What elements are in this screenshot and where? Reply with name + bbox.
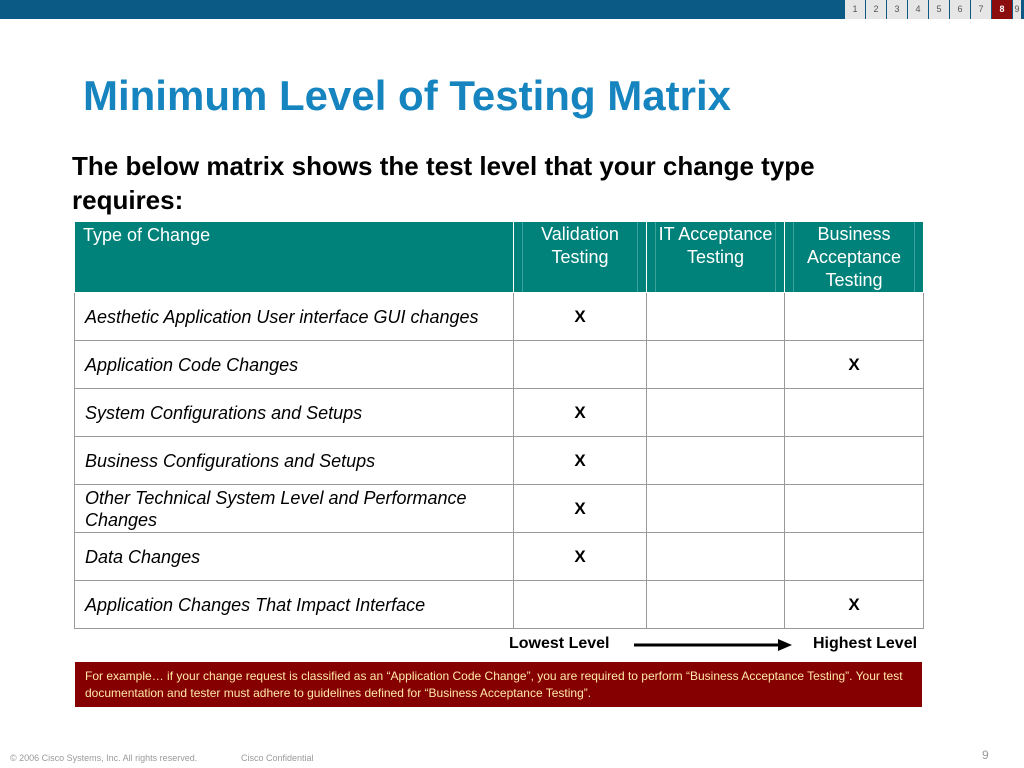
change-type-label: System Configurations and Setups bbox=[74, 388, 514, 437]
example-note-text: For example… if your change request is c… bbox=[85, 669, 903, 700]
header-label: Validation Testing bbox=[541, 224, 619, 267]
business-acceptance-cell bbox=[784, 436, 924, 485]
pager-item-6[interactable]: 6 bbox=[950, 0, 970, 19]
highest-level-label: Highest Level bbox=[813, 635, 918, 652]
table-row: Data Changes X bbox=[74, 532, 924, 581]
top-banner bbox=[0, 0, 1024, 19]
table-row: Business Configurations and Setups X bbox=[74, 436, 924, 485]
pager-item-8-active[interactable]: 8 bbox=[992, 0, 1012, 19]
header-label: Business Acceptance Testing bbox=[806, 224, 902, 290]
pager-item-5[interactable]: 5 bbox=[929, 0, 949, 19]
change-type-label: Other Technical System Level and Perform… bbox=[74, 484, 514, 533]
it-acceptance-cell bbox=[646, 532, 785, 581]
header-it-acceptance-testing: IT Acceptance Testing bbox=[646, 221, 785, 293]
intro-text: The below matrix shows the test level th… bbox=[72, 151, 815, 215]
business-acceptance-cell: X bbox=[784, 580, 924, 629]
validation-testing-cell bbox=[513, 580, 647, 629]
change-type-label: Business Configurations and Setups bbox=[74, 436, 514, 485]
pager-item-4[interactable]: 4 bbox=[908, 0, 928, 19]
page-number: 9 bbox=[982, 748, 989, 762]
footer-confidential: Cisco Confidential bbox=[241, 753, 314, 763]
header-label: IT Acceptance Testing bbox=[658, 224, 773, 267]
pager-item-9[interactable]: 9 bbox=[1013, 0, 1021, 19]
it-acceptance-cell bbox=[646, 436, 785, 485]
validation-testing-cell: X bbox=[513, 436, 647, 485]
pager-item-1[interactable]: 1 bbox=[845, 0, 865, 19]
change-type-label: Aesthetic Application User interface GUI… bbox=[74, 292, 514, 341]
it-acceptance-cell bbox=[646, 292, 785, 341]
header-type-of-change: Type of Change bbox=[74, 221, 514, 293]
lowest-level-label: Lowest Level bbox=[509, 635, 610, 652]
slide-pager: 1 2 3 4 5 6 7 8 9 bbox=[845, 0, 1021, 19]
it-acceptance-cell bbox=[646, 340, 785, 389]
table-row: Aesthetic Application User interface GUI… bbox=[74, 292, 924, 341]
table-row: Other Technical System Level and Perform… bbox=[74, 484, 924, 533]
pager-item-3[interactable]: 3 bbox=[887, 0, 907, 19]
business-acceptance-cell bbox=[784, 292, 924, 341]
validation-testing-cell: X bbox=[513, 292, 647, 341]
table-row: Application Code Changes X bbox=[74, 340, 924, 389]
validation-testing-cell: X bbox=[513, 532, 647, 581]
testing-matrix-table: Type of Change Validation Testing IT Acc… bbox=[74, 221, 924, 629]
example-note-box: For example… if your change request is c… bbox=[75, 662, 922, 707]
table-row: Application Changes That Impact Interfac… bbox=[74, 580, 924, 629]
it-acceptance-cell bbox=[646, 580, 785, 629]
level-arrow-icon bbox=[634, 639, 792, 651]
business-acceptance-cell bbox=[784, 532, 924, 581]
pager-item-2[interactable]: 2 bbox=[866, 0, 886, 19]
change-type-label: Data Changes bbox=[74, 532, 514, 581]
header-validation-testing: Validation Testing bbox=[513, 221, 647, 293]
change-type-label: Application Code Changes bbox=[74, 340, 514, 389]
validation-testing-cell: X bbox=[513, 484, 647, 533]
pager-item-7[interactable]: 7 bbox=[971, 0, 991, 19]
business-acceptance-cell: X bbox=[784, 340, 924, 389]
it-acceptance-cell bbox=[646, 388, 785, 437]
header-label: Type of Change bbox=[83, 225, 211, 245]
table-row: System Configurations and Setups X bbox=[74, 388, 924, 437]
footer-copyright: © 2006 Cisco Systems, Inc. All rights re… bbox=[10, 753, 198, 763]
validation-testing-cell bbox=[513, 340, 647, 389]
matrix-header-row: Type of Change Validation Testing IT Acc… bbox=[74, 221, 924, 293]
business-acceptance-cell bbox=[784, 388, 924, 437]
change-type-label: Application Changes That Impact Interfac… bbox=[74, 580, 514, 629]
it-acceptance-cell bbox=[646, 484, 785, 533]
slide-title: Minimum Level of Testing Matrix bbox=[83, 72, 731, 119]
header-business-acceptance-testing: Business Acceptance Testing bbox=[784, 221, 924, 293]
validation-testing-cell: X bbox=[513, 388, 647, 437]
business-acceptance-cell bbox=[784, 484, 924, 533]
